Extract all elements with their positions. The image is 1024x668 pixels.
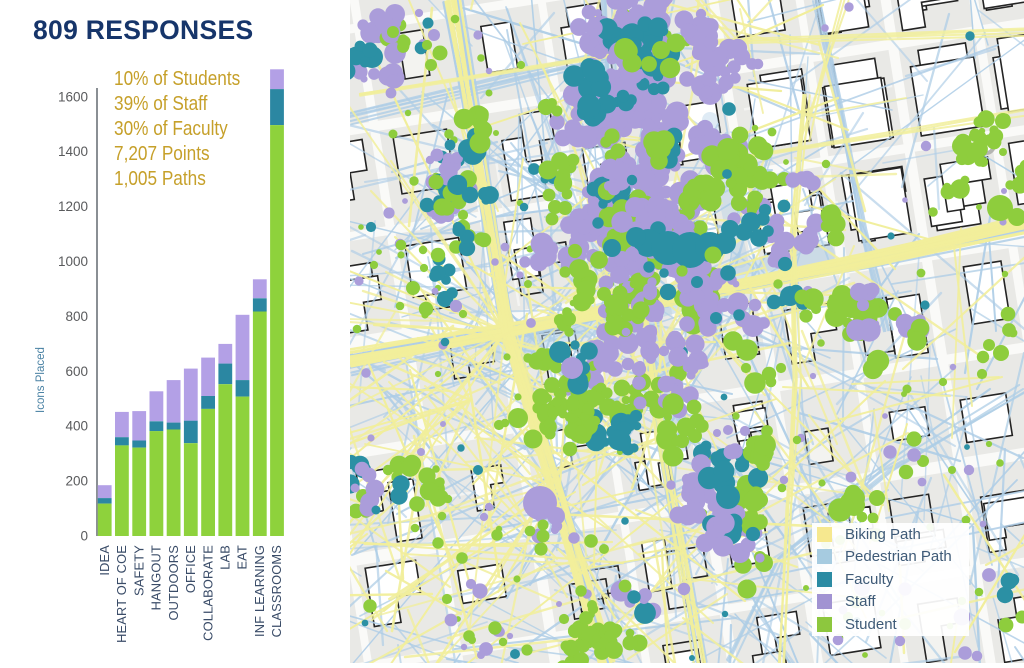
svg-text:1000: 1000 [58, 254, 88, 269]
svg-text:Icons Placed: Icons Placed [35, 347, 47, 413]
svg-text:CLASSROOMS: CLASSROOMS [269, 545, 284, 637]
svg-text:SAFETY: SAFETY [131, 545, 146, 596]
svg-text:1600: 1600 [58, 89, 88, 104]
svg-text:INF LEARNING: INF LEARNING [252, 545, 267, 637]
svg-text:HANGOUT: HANGOUT [149, 545, 164, 610]
svg-text:600: 600 [65, 364, 88, 379]
svg-text:200: 200 [65, 474, 88, 489]
svg-text:OFFICE: OFFICE [183, 545, 198, 593]
svg-text:1400: 1400 [58, 144, 88, 159]
svg-text:LAB: LAB [218, 545, 233, 570]
svg-text:0: 0 [80, 529, 88, 544]
svg-text:800: 800 [65, 309, 88, 324]
svg-text:400: 400 [65, 419, 88, 434]
svg-text:IDEA: IDEA [97, 545, 112, 576]
svg-text:OUTDOORS: OUTDOORS [166, 545, 181, 621]
svg-text:COLLABORATE: COLLABORATE [200, 545, 215, 641]
svg-text:HEART OF COE: HEART OF COE [114, 545, 129, 643]
svg-text:1200: 1200 [58, 199, 88, 214]
svg-text:EAT: EAT [235, 545, 250, 570]
